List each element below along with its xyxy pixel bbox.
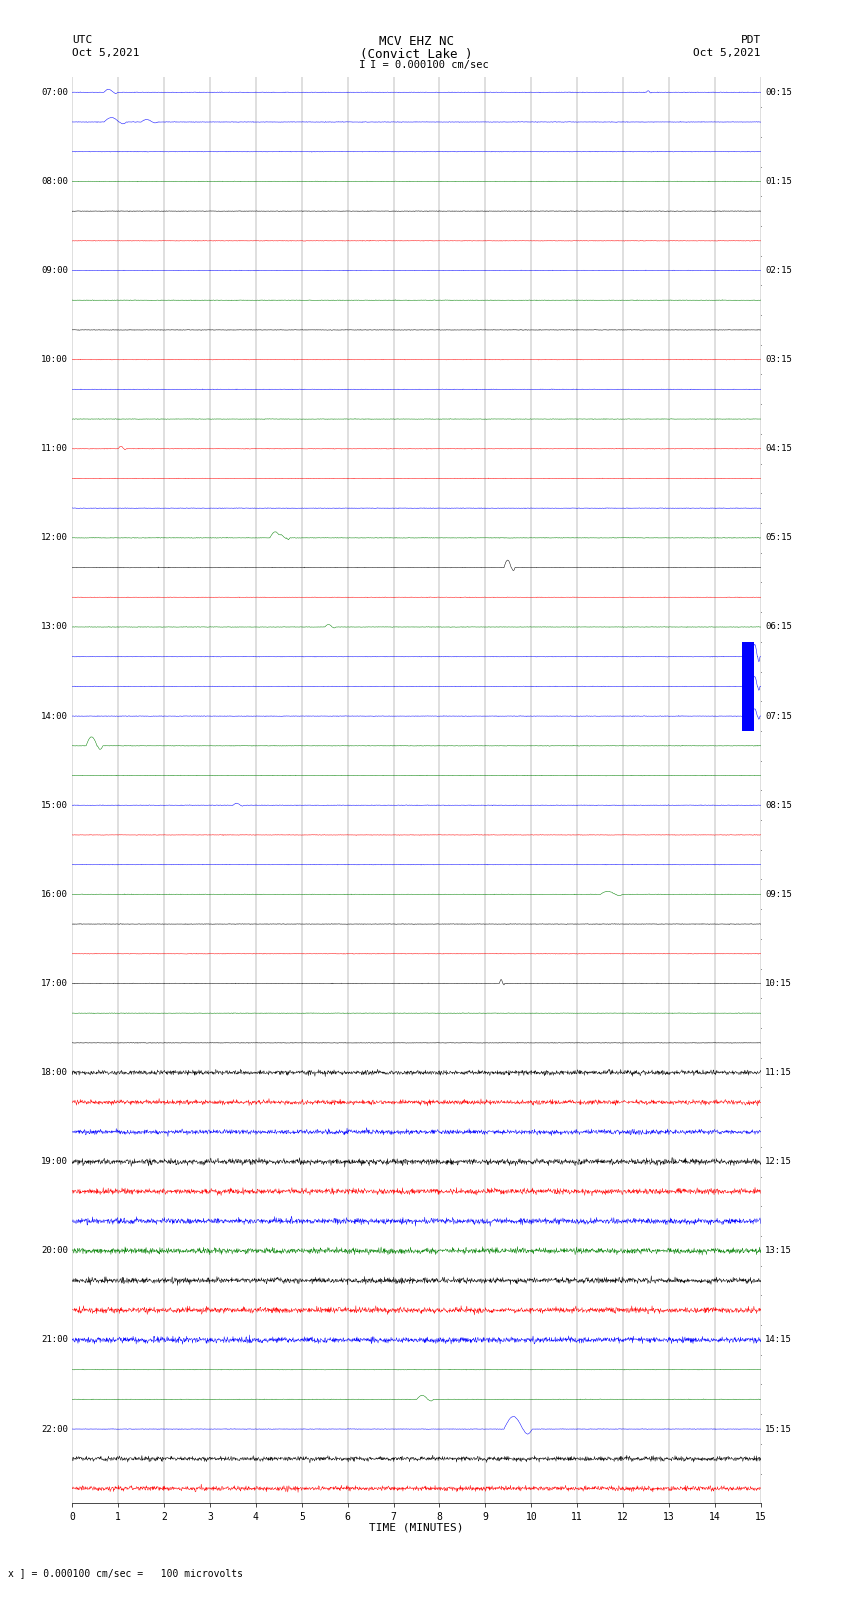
Text: 19:00: 19:00 — [41, 1157, 68, 1166]
Text: 11:15: 11:15 — [765, 1068, 792, 1077]
Text: UTC: UTC — [72, 35, 93, 45]
Text: 06:15: 06:15 — [765, 623, 792, 631]
Text: x ] = 0.000100 cm/sec =   100 microvolts: x ] = 0.000100 cm/sec = 100 microvolts — [8, 1568, 243, 1578]
Text: 04:15: 04:15 — [765, 444, 792, 453]
Text: 14:15: 14:15 — [765, 1336, 792, 1344]
Bar — [742, 702, 754, 731]
Bar — [742, 642, 754, 671]
Text: 11:00: 11:00 — [41, 444, 68, 453]
Text: 12:00: 12:00 — [41, 534, 68, 542]
Text: 07:15: 07:15 — [765, 711, 792, 721]
Text: I: I — [359, 60, 366, 69]
Text: 20:00: 20:00 — [41, 1247, 68, 1255]
Text: Oct 5,2021: Oct 5,2021 — [694, 48, 761, 58]
Text: 09:00: 09:00 — [41, 266, 68, 274]
Text: 01:15: 01:15 — [765, 177, 792, 185]
Text: 09:15: 09:15 — [765, 890, 792, 898]
Text: I = 0.000100 cm/sec: I = 0.000100 cm/sec — [370, 60, 489, 69]
Text: Oct 5,2021: Oct 5,2021 — [72, 48, 139, 58]
Text: 17:00: 17:00 — [41, 979, 68, 987]
Text: 16:00: 16:00 — [41, 890, 68, 898]
Text: 12:15: 12:15 — [765, 1157, 792, 1166]
Text: PDT: PDT — [740, 35, 761, 45]
Text: 02:15: 02:15 — [765, 266, 792, 274]
Bar — [742, 671, 754, 702]
Text: (Convict Lake ): (Convict Lake ) — [360, 48, 473, 61]
Text: 22:00: 22:00 — [41, 1424, 68, 1434]
Text: 21:00: 21:00 — [41, 1336, 68, 1344]
Text: 07:00: 07:00 — [41, 87, 68, 97]
Text: 10:15: 10:15 — [765, 979, 792, 987]
Text: 08:15: 08:15 — [765, 800, 792, 810]
Text: 18:00: 18:00 — [41, 1068, 68, 1077]
Text: 15:15: 15:15 — [765, 1424, 792, 1434]
Text: 13:15: 13:15 — [765, 1247, 792, 1255]
Text: 14:00: 14:00 — [41, 711, 68, 721]
Text: 10:00: 10:00 — [41, 355, 68, 365]
Text: 15:00: 15:00 — [41, 800, 68, 810]
Text: 05:15: 05:15 — [765, 534, 792, 542]
Text: 03:15: 03:15 — [765, 355, 792, 365]
Text: MCV EHZ NC: MCV EHZ NC — [379, 35, 454, 48]
Text: 00:15: 00:15 — [765, 87, 792, 97]
Text: 13:00: 13:00 — [41, 623, 68, 631]
Text: TIME (MINUTES): TIME (MINUTES) — [369, 1523, 464, 1532]
Text: 08:00: 08:00 — [41, 177, 68, 185]
